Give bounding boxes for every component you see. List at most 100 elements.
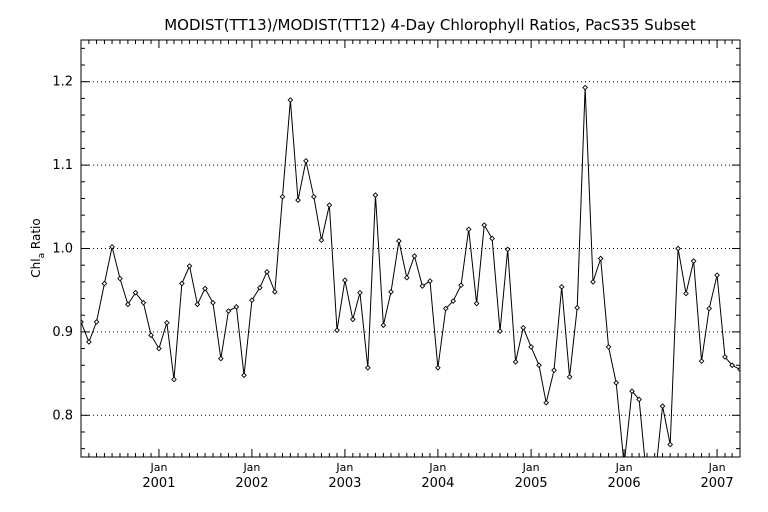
x-tick-month-label: Jan bbox=[335, 461, 353, 474]
data-point bbox=[683, 290, 689, 297]
data-point bbox=[272, 289, 278, 295]
data-point bbox=[93, 319, 100, 325]
x-tick-month-label: Jan bbox=[708, 461, 726, 474]
x-tick-year-label: 2003 bbox=[328, 476, 361, 491]
data-point bbox=[186, 263, 193, 269]
data-point bbox=[372, 192, 379, 198]
data-point bbox=[132, 289, 139, 296]
data-point bbox=[396, 238, 402, 244]
data-point bbox=[140, 299, 147, 306]
x-tick-year-label: 2005 bbox=[515, 476, 548, 491]
data-point bbox=[536, 362, 542, 369]
data-point bbox=[450, 298, 457, 304]
data-point bbox=[101, 280, 108, 287]
y-axis-label-subscript: a bbox=[37, 253, 47, 259]
grid-lines bbox=[81, 81, 740, 416]
series-group bbox=[81, 84, 740, 484]
data-point bbox=[590, 279, 596, 285]
data-point bbox=[318, 237, 325, 243]
series-chl-ratio bbox=[81, 84, 740, 484]
data-point bbox=[380, 322, 387, 329]
data-point bbox=[210, 299, 216, 306]
data-point bbox=[714, 272, 720, 279]
data-point bbox=[597, 255, 604, 262]
series-line bbox=[81, 87, 740, 457]
data-point bbox=[218, 355, 224, 362]
data-point bbox=[558, 284, 565, 290]
data-point bbox=[528, 344, 534, 350]
data-point bbox=[698, 358, 705, 364]
data-point bbox=[629, 388, 635, 394]
data-point bbox=[473, 300, 480, 307]
data-point bbox=[179, 280, 185, 287]
data-point bbox=[582, 84, 588, 91]
y-axis-ticks: 0.8 0.9 1.0 1.1 1.2 bbox=[52, 47, 740, 450]
data-point bbox=[403, 274, 410, 281]
x-tick-year-label: 2002 bbox=[235, 476, 268, 491]
y-tick-label: 1.2 bbox=[52, 75, 73, 90]
data-point bbox=[109, 243, 115, 250]
data-point bbox=[334, 327, 340, 334]
data-point bbox=[295, 197, 301, 203]
data-point bbox=[427, 278, 433, 284]
data-point bbox=[342, 277, 348, 284]
y-tick-label: 1.0 bbox=[52, 242, 73, 257]
data-point bbox=[202, 285, 208, 292]
data-point bbox=[667, 441, 674, 448]
data-point bbox=[256, 284, 263, 291]
chart-title: MODIST(TT13)/MODIST(TT12) 4-Day Chloroph… bbox=[164, 16, 696, 34]
data-point bbox=[225, 308, 232, 314]
data-point bbox=[465, 226, 472, 233]
data-point bbox=[171, 376, 177, 383]
plot-frame bbox=[80, 39, 741, 458]
data-point bbox=[249, 297, 255, 304]
data-point bbox=[411, 253, 418, 259]
data-point bbox=[737, 366, 740, 373]
data-point bbox=[458, 282, 464, 289]
data-point bbox=[125, 301, 131, 308]
y-axis-label-main: Chl bbox=[29, 258, 43, 277]
x-tick-year-label: 2006 bbox=[608, 476, 641, 491]
x-tick-year-label: 2004 bbox=[421, 476, 454, 491]
data-point bbox=[442, 305, 449, 312]
x-tick-month-label: Jan bbox=[242, 461, 260, 474]
data-point bbox=[241, 372, 247, 379]
data-point bbox=[86, 339, 92, 345]
data-point bbox=[81, 319, 84, 325]
data-point bbox=[435, 364, 441, 371]
data-point bbox=[233, 304, 240, 310]
data-point bbox=[690, 258, 697, 264]
data-point bbox=[156, 345, 162, 352]
data-point bbox=[520, 324, 527, 331]
x-axis-ticks: Jan 2001 Jan 2002 Jan 2003 Jan 2004 Jan 2005 Jan 20… bbox=[80, 40, 741, 491]
data-point bbox=[574, 304, 581, 311]
data-point bbox=[357, 289, 363, 296]
data-point bbox=[349, 316, 356, 323]
x-tick-year-label: 2001 bbox=[142, 476, 175, 491]
data-point bbox=[117, 275, 123, 282]
data-point bbox=[566, 374, 573, 380]
data-point bbox=[481, 222, 488, 228]
data-point bbox=[613, 379, 620, 386]
data-point bbox=[364, 364, 371, 371]
data-point bbox=[326, 202, 333, 208]
data-point bbox=[148, 332, 154, 339]
y-tick-label: 0.8 bbox=[52, 408, 73, 423]
x-tick-month-label: Jan bbox=[428, 461, 446, 474]
data-point bbox=[551, 367, 557, 374]
data-point bbox=[279, 193, 286, 200]
data-point bbox=[652, 480, 656, 484]
x-tick-month-label: Jan bbox=[522, 461, 540, 474]
y-axis-label-rest: Ratio bbox=[29, 218, 43, 253]
data-point bbox=[722, 354, 728, 360]
data-point bbox=[636, 396, 642, 403]
x-tick-month-label: Jan bbox=[149, 461, 167, 474]
data-point bbox=[310, 193, 317, 200]
data-point bbox=[645, 480, 649, 484]
data-point bbox=[659, 403, 666, 409]
data-point bbox=[504, 246, 511, 253]
data-point bbox=[489, 235, 495, 242]
data-point bbox=[605, 344, 612, 350]
data-point bbox=[264, 269, 270, 275]
